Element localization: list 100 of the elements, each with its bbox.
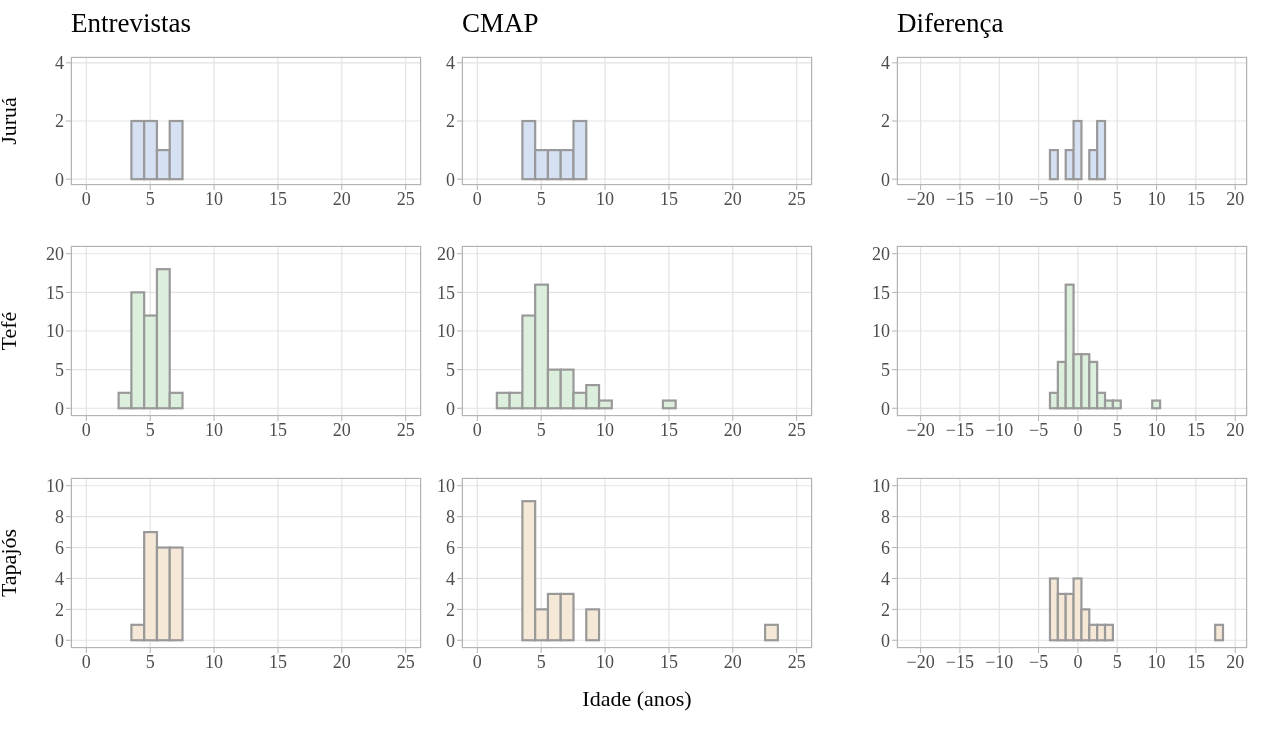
x-tick-label: −10 (985, 188, 1014, 209)
y-tick-label: 6 (55, 537, 64, 558)
y-tick-label: 8 (55, 507, 64, 528)
y-tick-label: 20 (872, 244, 890, 265)
chart-title: CMAP (462, 8, 539, 39)
x-tick-label: 5 (536, 188, 546, 209)
y-tick-label: 10 (872, 321, 890, 342)
x-tick-label: 15 (268, 419, 287, 440)
x-tick-label: 20 (1226, 419, 1245, 440)
y-tick-label: 4 (881, 53, 890, 74)
x-tick-label: −15 (945, 651, 974, 672)
x-tick-label: 10 (596, 651, 615, 672)
x-tick-label: 0 (81, 651, 91, 672)
x-tick-label: 0 (472, 651, 482, 672)
y-tick-label: 10 (437, 476, 455, 497)
y-tick-label: 0 (881, 630, 890, 651)
x-tick-label: 0 (472, 188, 482, 209)
x-tick-label: 20 (723, 188, 742, 209)
y-tick-label: 0 (446, 169, 455, 190)
y-axis-title: Tefé (0, 311, 22, 351)
x-tick-label: −20 (906, 419, 935, 440)
x-tick-label: 5 (536, 419, 546, 440)
y-tick-label: 2 (446, 111, 455, 132)
y-axis-title: Juruá (0, 97, 22, 145)
x-tick-label: 10 (205, 651, 224, 672)
y-tick-label: 15 (46, 282, 64, 303)
x-tick-label: 15 (1186, 651, 1205, 672)
x-tick-label: 0 (1073, 188, 1083, 209)
x-tick-label: −5 (1028, 419, 1049, 440)
y-tick-label: 0 (881, 169, 890, 190)
y-tick-label: 5 (55, 360, 64, 381)
x-tick-label: 15 (1186, 419, 1205, 440)
y-tick-label: 20 (437, 244, 455, 265)
x-tick-label: 5 (1112, 188, 1122, 209)
y-tick-label: 0 (881, 398, 890, 419)
y-tick-label: 6 (446, 537, 455, 558)
x-tick-label: 5 (145, 188, 155, 209)
y-tick-label: 2 (55, 111, 64, 132)
y-tick-label: 0 (55, 169, 64, 190)
y-tick-label: 4 (446, 568, 455, 589)
y-tick-label: 0 (55, 398, 64, 419)
x-tick-label: 25 (787, 188, 806, 209)
x-tick-label: 10 (205, 419, 224, 440)
y-tick-label: 4 (446, 53, 455, 74)
x-tick-label: −5 (1028, 651, 1049, 672)
x-tick-label: 5 (145, 651, 155, 672)
x-tick-label: 25 (396, 188, 415, 209)
y-tick-label: 4 (881, 568, 890, 589)
x-tick-label: 10 (1147, 651, 1166, 672)
y-tick-label: 10 (46, 476, 64, 497)
y-tick-label: 4 (55, 53, 64, 74)
y-tick-label: 2 (446, 599, 455, 620)
x-tick-label: 0 (81, 188, 91, 209)
x-tick-label: 25 (787, 419, 806, 440)
x-tick-label: 5 (1112, 419, 1122, 440)
x-tick-label: 20 (1226, 651, 1245, 672)
y-tick-label: 0 (55, 630, 64, 651)
chart-title: Diferença (897, 8, 1004, 39)
x-axis-title: Idade (anos) (582, 686, 692, 712)
x-tick-label: −20 (906, 188, 935, 209)
y-axis-title: Tapajós (0, 528, 22, 598)
x-tick-label: 0 (472, 419, 482, 440)
x-tick-label: −5 (1028, 188, 1049, 209)
y-tick-label: 2 (881, 111, 890, 132)
y-tick-label: 15 (872, 282, 890, 303)
y-tick-label: 15 (437, 282, 455, 303)
x-tick-label: 20 (723, 419, 742, 440)
x-tick-label: 15 (659, 651, 678, 672)
x-tick-label: 20 (332, 651, 351, 672)
y-tick-label: 0 (446, 630, 455, 651)
x-tick-label: 5 (145, 419, 155, 440)
x-tick-label: 10 (596, 188, 615, 209)
x-tick-label: 10 (596, 419, 615, 440)
x-tick-label: 25 (396, 651, 415, 672)
x-tick-label: −15 (945, 419, 974, 440)
x-tick-label: 25 (787, 651, 806, 672)
x-tick-label: 20 (332, 419, 351, 440)
y-tick-label: 10 (46, 321, 64, 342)
y-tick-label: 4 (55, 568, 64, 589)
x-tick-label: −20 (906, 651, 935, 672)
y-tick-label: 10 (437, 321, 455, 342)
y-tick-label: 10 (872, 476, 890, 497)
y-tick-label: 6 (881, 537, 890, 558)
x-tick-label: 25 (396, 419, 415, 440)
y-tick-label: 8 (881, 507, 890, 528)
x-tick-label: 20 (1226, 188, 1245, 209)
y-tick-label: 8 (446, 507, 455, 528)
x-tick-label: 5 (1112, 651, 1122, 672)
y-tick-label: 5 (446, 360, 455, 381)
x-tick-label: 0 (1073, 419, 1083, 440)
y-tick-label: 5 (881, 360, 890, 381)
y-tick-label: 2 (55, 599, 64, 620)
y-tick-label: 20 (46, 244, 64, 265)
x-tick-label: 15 (659, 188, 678, 209)
x-tick-label: −15 (945, 188, 974, 209)
x-tick-label: 20 (723, 651, 742, 672)
x-tick-label: 15 (268, 188, 287, 209)
chart-title: Entrevistas (71, 8, 191, 39)
x-tick-label: 0 (81, 419, 91, 440)
x-tick-label: −10 (985, 651, 1014, 672)
